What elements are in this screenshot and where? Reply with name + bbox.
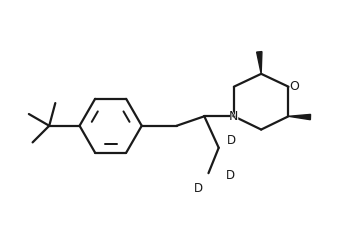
Text: D: D: [227, 134, 236, 147]
Text: O: O: [290, 80, 299, 93]
Polygon shape: [289, 114, 310, 120]
Text: D: D: [194, 182, 203, 195]
Text: O: O: [289, 80, 300, 93]
Text: N: N: [229, 110, 239, 123]
Polygon shape: [257, 52, 262, 74]
Text: N: N: [229, 110, 239, 123]
Text: D: D: [225, 169, 235, 182]
